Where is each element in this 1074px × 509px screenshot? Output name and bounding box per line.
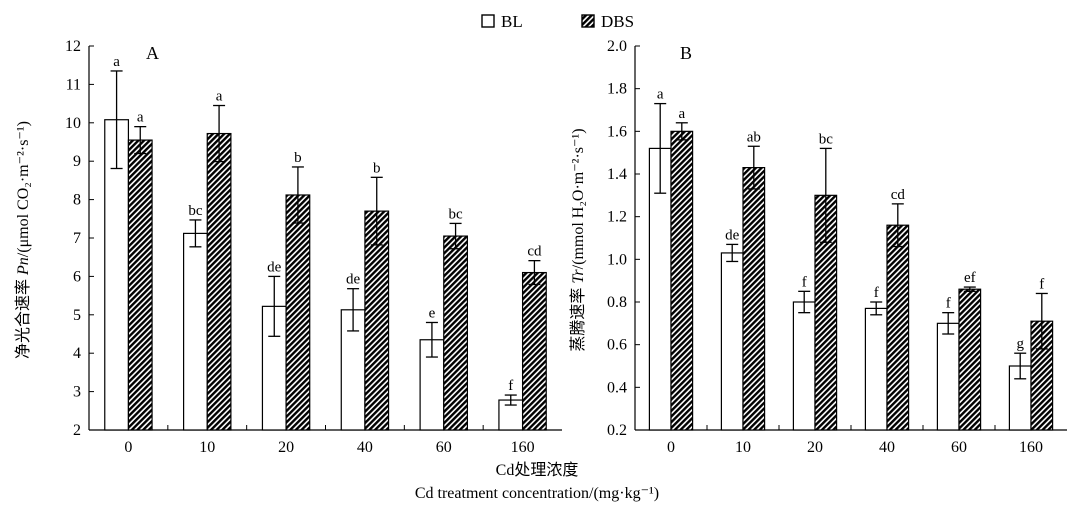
bar-b-bl-40 [864,307,888,431]
y-tick-label-a: 2 [73,422,81,439]
x-tick-label-b: 40 [879,439,895,456]
significance-label-b: f [802,274,807,290]
bar-b-bl-60 [936,322,960,431]
y-axis-title-b: 蒸腾速率 Tr/(mmol H₂O·m⁻²·s⁻¹) [569,128,587,351]
x-tick-label-a: 10 [199,439,215,456]
y-axis-title-a-sym: Pn [15,257,32,276]
y-tick-label-b: 1.2 [607,209,627,226]
x-tick-label-a: 160 [511,439,535,456]
y-tick-label-a: 3 [73,384,81,401]
y-tick-label-b: 1.4 [607,166,627,183]
bar-b-dbs-0 [670,130,694,431]
significance-label-a: a [137,110,144,126]
y-axis-title-b-cn: 蒸腾速率 [569,288,587,352]
x-tick-label-a: 0 [124,439,132,456]
significance-label-a: a [216,89,223,105]
x-axis-title-cn: Cd处理浓度 [496,461,579,479]
panel-label-b: B [680,43,692,63]
significance-label-a: bc [448,206,463,222]
significance-label-b: ab [747,129,761,145]
x-tick-label-a: 60 [436,439,452,456]
x-tick-label-b: 0 [667,439,675,456]
legend-label-dbs: DBS [601,12,634,31]
y-axis-title-b-sym: Tr [570,269,587,284]
x-tick-label-b: 20 [807,439,823,456]
bar-a-bl-10 [183,232,208,431]
significance-label-a: de [267,259,282,275]
significance-label-a: b [294,150,302,166]
significance-label-b: cd [891,187,906,203]
significance-label-b: f [874,285,879,301]
y-tick-label-b: 2.0 [607,38,627,55]
significance-label-b: f [1039,276,1044,292]
y-axis-title-a: 净光合速率 Pn/(μmol CO₂·m⁻²·s⁻¹) [14,121,32,359]
x-tick-label-b: 10 [735,439,751,456]
panel-label-a: A [146,43,159,63]
bar-a-dbs-20 [285,194,311,431]
y-axis-title-a-unit: /(μmol CO₂·m⁻²·s⁻¹) [15,121,32,257]
significance-label-a: a [113,54,120,70]
y-tick-label-a: 10 [65,115,81,132]
bar-a-dbs-60 [443,235,468,431]
significance-label-a: f [508,378,513,394]
y-tick-label-b: 0.6 [607,337,627,354]
significance-label-a: cd [527,244,542,260]
y-tick-label-b: 0.2 [607,422,627,439]
chart-b: B 蒸腾速率 Tr/(mmol H₂O·m⁻²·s⁻¹) 0.2 0.4 0.6 0.8… [569,38,1067,456]
y-tick-label-a: 4 [73,345,81,362]
y-tick-label-a: 7 [73,230,81,247]
y-tick-label-b: 1.6 [607,123,627,140]
x-tick-label-a: 20 [278,439,294,456]
y-tick-label-b: 1.0 [607,251,627,268]
y-tick-label-b: 0.8 [607,294,627,311]
x-axis-title-en: Cd treatment concentration/(mg·kg⁻¹) [415,485,659,502]
legend: BL DBS [481,12,634,31]
bar-b-dbs-60 [958,288,982,431]
bar-a-dbs-0 [127,139,153,431]
y-tick-label-a: 11 [66,76,81,93]
significance-label-a: e [429,305,436,321]
significance-label-a: b [373,160,381,176]
significance-label-b: a [657,87,664,103]
x-tick-label-a: 40 [357,439,373,456]
bar-b-dbs-10 [742,167,766,431]
y-tick-label-b: 1.8 [607,81,627,98]
bar-a-dbs-160 [521,271,547,431]
x-tick-label-b: 60 [951,439,967,456]
significance-label-b: bc [819,131,834,147]
significance-label-b: f [946,296,951,312]
y-tick-label-a: 12 [65,38,81,55]
y-axis-title-a-cn: 净光合速率 [14,279,32,359]
y-tick-label-a: 8 [73,192,81,209]
legend-swatch-dbs [581,14,595,28]
bar-b-bl-20 [792,301,816,431]
significance-label-a: bc [188,203,203,219]
bar-b-dbs-40 [886,224,910,431]
significance-label-a: de [346,272,361,288]
significance-label-b: g [1016,336,1024,352]
chart-a: A 净光合速率 Pn/(μmol CO₂·m⁻²·s⁻¹) 2 3 4 5 6 7 8 9 10 1… [14,38,562,456]
y-axis-title-b-unit: /(mmol H₂O·m⁻²·s⁻¹) [570,128,587,269]
bar-a-dbs-10 [206,132,232,431]
legend-swatch-bl [481,14,495,28]
y-tick-label-b: 0.4 [607,379,627,396]
significance-label-b: a [678,106,685,122]
y-tick-label-a: 5 [73,307,81,324]
significance-label-b: de [725,227,740,243]
y-tick-label-a: 6 [73,268,81,285]
legend-label-bl: BL [501,12,523,31]
x-tick-label-b: 160 [1019,439,1043,456]
bar-b-bl-10 [720,252,744,431]
significance-label-b: ef [964,270,976,286]
y-tick-label-a: 9 [73,153,81,170]
